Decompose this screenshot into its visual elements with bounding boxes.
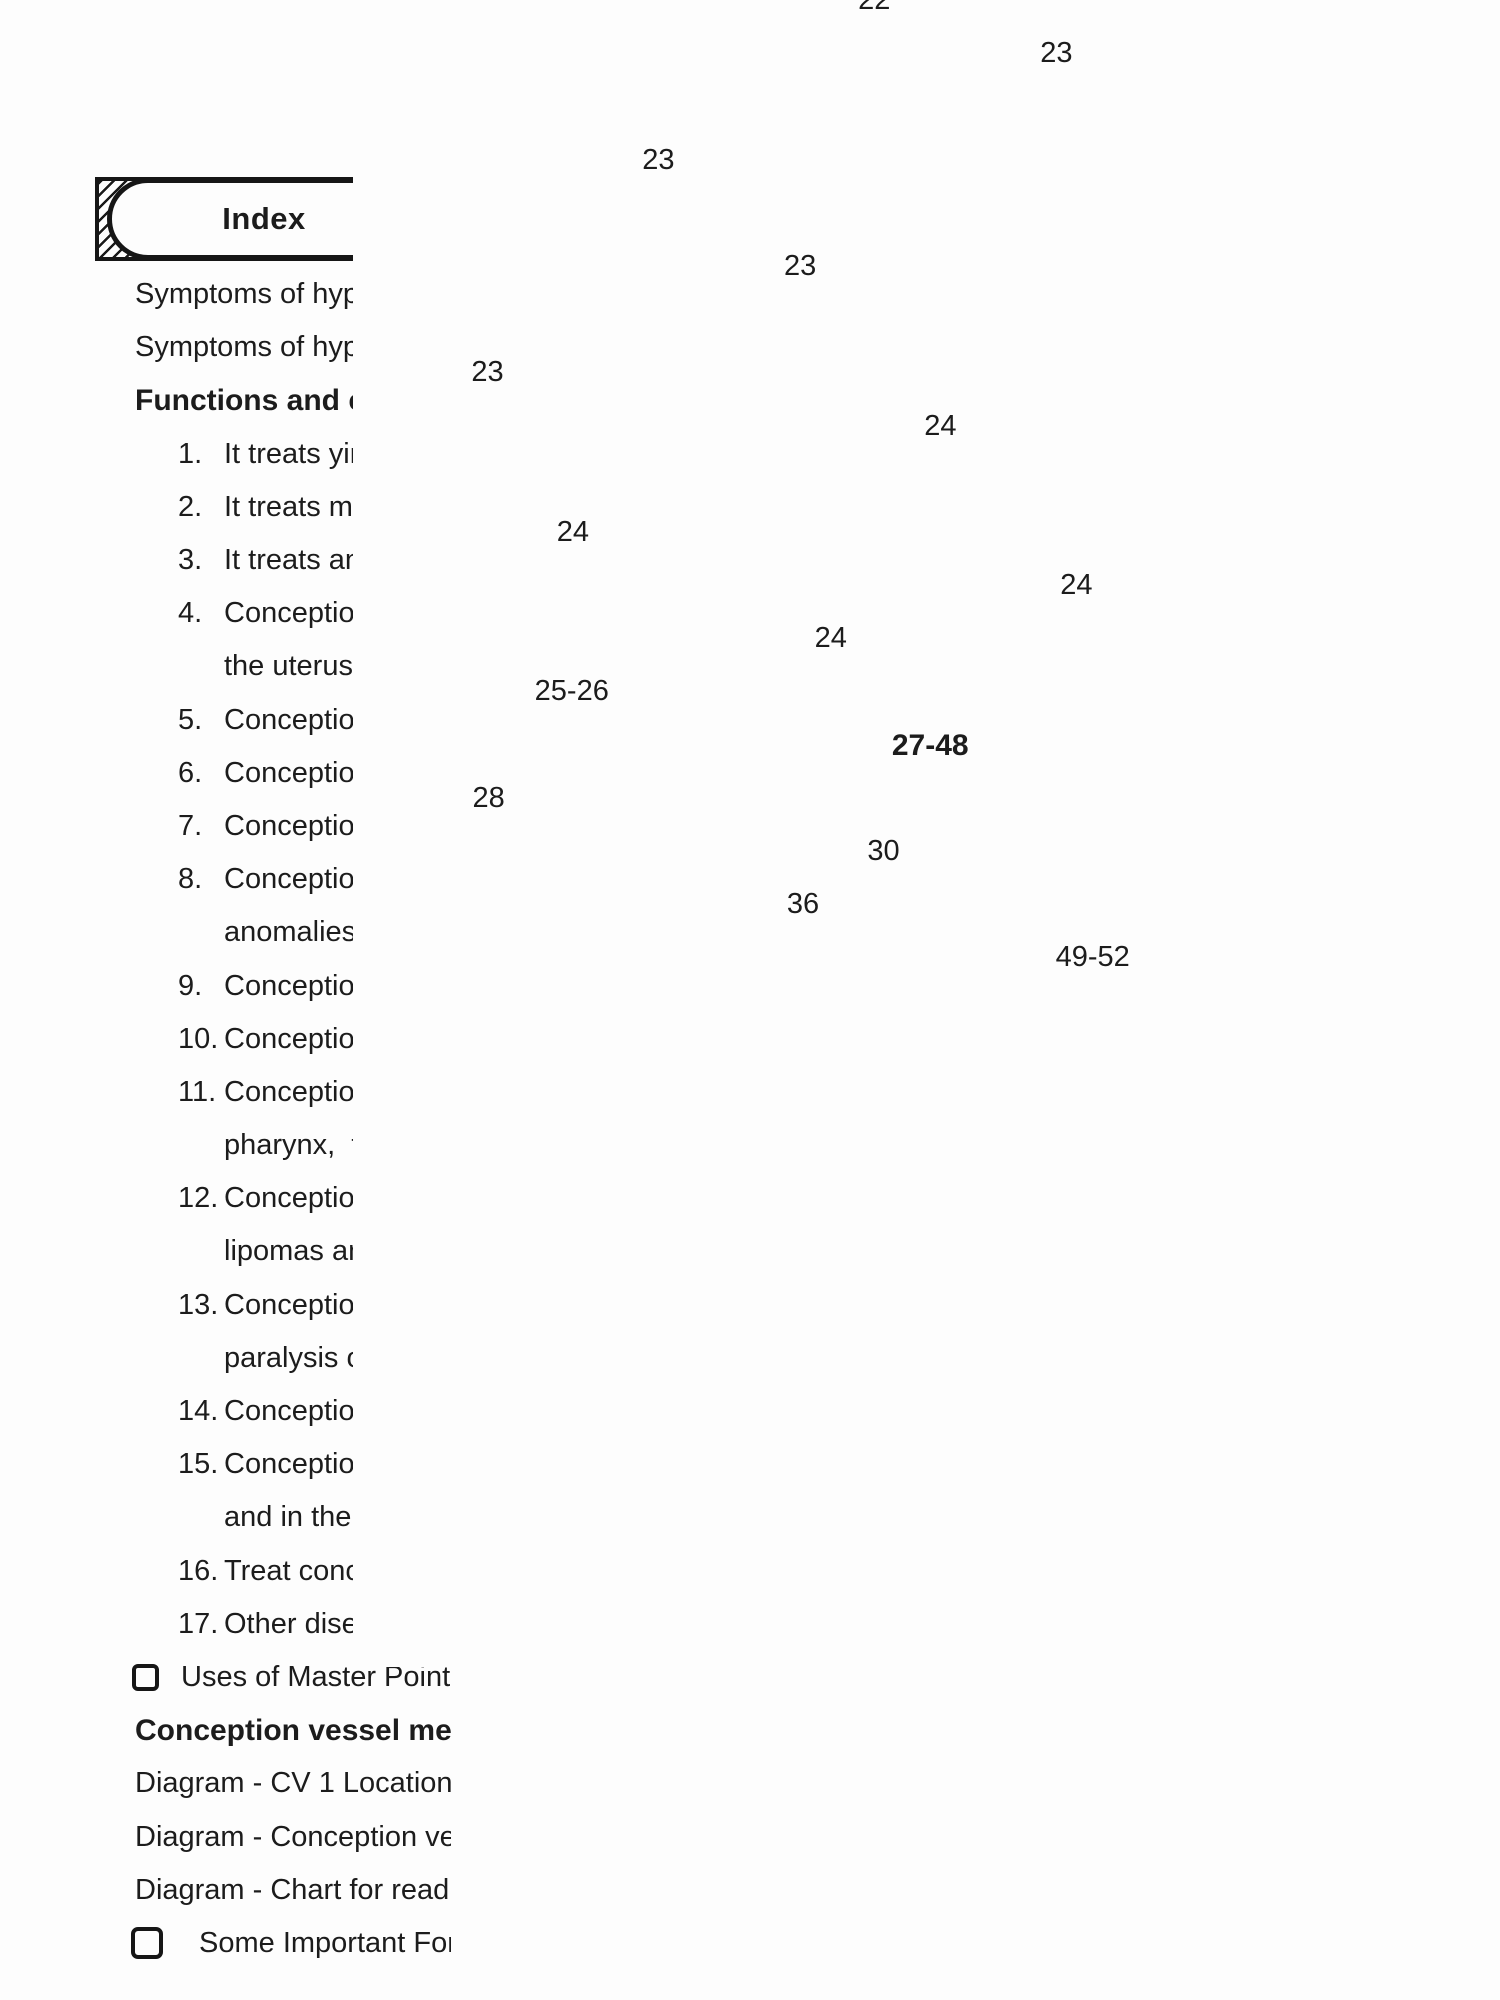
entry-number: 5.	[178, 703, 203, 736]
entry-number: 3.	[178, 544, 203, 577]
entry-title: Diagram - CV 1 Location	[135, 1767, 453, 1800]
entry-title: the uterus	[224, 650, 353, 683]
entry-number: 16.	[178, 1554, 219, 1587]
entry-number: 11.	[178, 1075, 217, 1108]
checkbox-bullet-icon	[131, 1927, 163, 1960]
entry-number: 12.	[178, 1182, 219, 1215]
entry-number: 10.	[178, 1022, 219, 1055]
checkbox-bullet-icon	[132, 1663, 159, 1691]
entry-page-number: 49-52	[1035, 943, 1385, 2000]
entry-number: 2.	[178, 490, 203, 523]
entry-number: 15.	[178, 1448, 219, 1481]
entry-number: 7.	[178, 809, 203, 842]
index-title: Index	[222, 201, 306, 236]
entry-number: 1.	[178, 437, 203, 470]
entry-number: 6.	[178, 756, 203, 789]
toc-row: Some Important Formulae relating to Conc…	[0, 943, 1500, 2000]
entry-number: 13.	[178, 1288, 219, 1321]
entry-number: 14.	[178, 1395, 219, 1428]
entry-number: 17.	[178, 1607, 219, 1640]
entry-number: 8.	[178, 863, 203, 896]
entry-number: 9.	[178, 969, 203, 1002]
entry-number: 4.	[178, 597, 203, 630]
